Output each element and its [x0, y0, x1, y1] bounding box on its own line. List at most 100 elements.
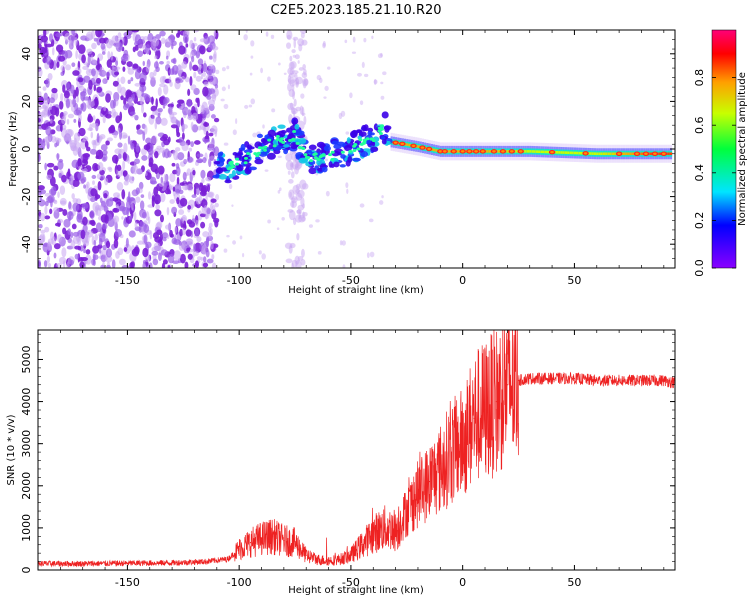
noise-blob [47, 262, 51, 268]
track-bright-blob [318, 155, 323, 159]
noise-blob [103, 205, 108, 213]
noise-blob [151, 115, 155, 120]
track-bright-blob [361, 141, 366, 145]
sparse-blob [260, 67, 264, 74]
noise-blob [210, 241, 214, 250]
sparse-blob [220, 98, 225, 102]
snr-point [428, 480, 430, 483]
sparse-blob [277, 189, 281, 194]
sparse-blob [267, 219, 271, 224]
noise-blob [132, 63, 139, 69]
sparse-blob [262, 124, 265, 129]
noise-blob [194, 228, 200, 237]
snr-point [227, 558, 229, 560]
spectrogram-x-axis-label: Height of straight line (km) [288, 285, 424, 296]
noise-blob [90, 196, 96, 203]
track-blob [282, 144, 290, 148]
noise-blob [82, 216, 88, 226]
noise-blob [155, 98, 158, 108]
track-bright-blob [279, 137, 284, 141]
signal-hotspot-core [442, 150, 447, 153]
noise-blob [208, 222, 213, 228]
noise-blob [49, 33, 54, 42]
noise-blob [199, 45, 206, 55]
signal-band-core [555, 151, 559, 154]
noise-blob [175, 166, 181, 177]
noise-blob [143, 144, 151, 151]
noise-blob [189, 76, 193, 87]
noise-blob [129, 111, 136, 116]
noise-blob [56, 61, 60, 69]
track-bright-blob [292, 130, 297, 134]
noise-blob [81, 202, 89, 210]
noise-blob [193, 140, 201, 145]
noise-blob [60, 92, 64, 102]
track-bright-blob [330, 150, 335, 154]
track-blob [384, 125, 390, 133]
noise-blob [61, 174, 67, 183]
track-bright-blob [380, 124, 385, 128]
noise-blob [59, 197, 67, 206]
sparse-blob [361, 61, 365, 69]
noise-blob [129, 262, 134, 268]
noise-blob [301, 248, 305, 258]
noise-blob [111, 64, 115, 75]
noise-blob [207, 44, 213, 51]
sparse-blob [221, 67, 226, 72]
track-bright-blob [313, 156, 318, 160]
noise-blob [175, 218, 182, 227]
noise-blob [202, 156, 207, 164]
track-bright-blob [257, 146, 262, 150]
noise-blob [181, 61, 188, 69]
sparse-blob [363, 73, 369, 78]
noise-blob [108, 167, 113, 173]
sparse-blob [319, 77, 323, 83]
noise-blob [68, 201, 72, 210]
noise-blob [143, 35, 149, 41]
noise-blob [44, 136, 52, 143]
noise-blob [200, 221, 206, 229]
noise-blob [176, 131, 181, 138]
noise-blob [199, 38, 207, 43]
noise-blob [135, 143, 140, 153]
signal-hotspot-core [653, 152, 657, 155]
noise-blob [186, 247, 191, 252]
signal-band-core [631, 152, 635, 156]
snr-point [663, 379, 665, 382]
sparse-blob [322, 42, 326, 49]
y-tick-label: 4000 [20, 388, 33, 416]
noise-blob [85, 31, 94, 41]
noise-blob [288, 61, 295, 70]
noise-blob [39, 233, 45, 244]
noise-blob [40, 229, 46, 234]
sparse-blob [291, 197, 296, 201]
noise-blob [186, 98, 192, 108]
noise-blob [158, 182, 165, 187]
y-tick-label: 0 [20, 146, 33, 153]
sparse-blob [295, 81, 300, 86]
x-tick-label: 0 [459, 274, 466, 287]
snr-point [462, 443, 464, 445]
noise-blob [127, 157, 130, 164]
noise-blob [285, 258, 293, 264]
noise-blob [84, 254, 92, 265]
snr-point [383, 527, 386, 529]
signal-hotspot-core [427, 147, 431, 151]
noise-blob [67, 228, 72, 235]
noise-blob [63, 111, 68, 116]
noise-blob [209, 55, 213, 60]
signal-band-core [576, 151, 579, 155]
noise-blob [38, 259, 42, 268]
track-blob [346, 143, 355, 148]
noise-blob [214, 83, 219, 89]
sparse-blob [323, 96, 327, 99]
signal-band-core [435, 149, 438, 152]
signal-band-core [544, 150, 547, 154]
track-blob [267, 129, 276, 137]
noise-blob [290, 196, 298, 204]
noise-blob [53, 206, 60, 213]
sparse-blob [346, 188, 349, 194]
noise-blob [60, 65, 66, 72]
sparse-blob [250, 40, 255, 47]
